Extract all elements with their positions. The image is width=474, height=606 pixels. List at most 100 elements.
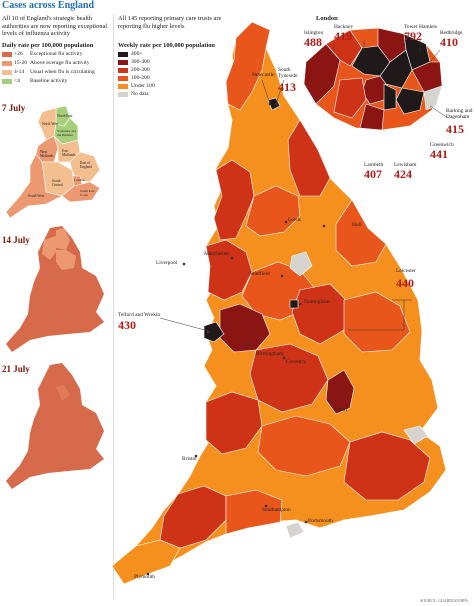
legend-swatch (118, 60, 128, 65)
city-dot (230, 256, 234, 260)
place-label: Liverpool (156, 260, 178, 266)
london-value: 410 (440, 35, 458, 49)
city-dot (328, 400, 332, 404)
legend-swatch (118, 76, 128, 81)
place-label: Leeds (288, 217, 301, 223)
place-label: Bristol (182, 456, 197, 462)
london-label: Islington (304, 30, 324, 36)
place-label: Newcastle (252, 72, 275, 78)
place-label: Plymouth (134, 574, 155, 580)
london-title: London (316, 15, 338, 22)
region-label: South Central (52, 179, 63, 187)
region-label: South West (28, 194, 45, 198)
place-value: 430 (118, 318, 136, 332)
city-dot (274, 102, 278, 106)
place-label: Nottingham (304, 299, 330, 305)
city-dot (284, 220, 288, 224)
region-label: East of England (80, 161, 92, 169)
source-note: SOURCE: GUARDIAN/HPA (420, 598, 468, 603)
place-label: Telford and Wrekin (118, 312, 161, 318)
map-date-label: 14 July (2, 235, 30, 245)
london-label: Barking and Dagenham (446, 108, 473, 120)
city-dot (146, 572, 150, 576)
leader-lines (159, 40, 449, 333)
place-value: 440 (396, 276, 414, 290)
london-value: 415 (446, 122, 464, 136)
map-date-label: 7 July (2, 103, 26, 113)
page-title: Cases across England (2, 0, 95, 11)
legend-swatch (2, 79, 12, 84)
region-label: South East Coast (80, 189, 95, 197)
london-label: Tower Hamlets (404, 24, 438, 30)
place-label: Manchester (204, 251, 230, 257)
city-dot (182, 262, 186, 266)
main-legend: 400+ 300-400 200-300 100-200 Under 100 N… (118, 51, 208, 102)
london-value: 441 (430, 147, 448, 161)
region-label: West Midlands (40, 150, 54, 158)
region-yorks-14 (56, 250, 76, 270)
city-dot (264, 504, 268, 508)
left-subheading: All 10 of England's strategic health aut… (2, 15, 108, 38)
city-dot (268, 102, 272, 106)
city-dot (280, 274, 284, 278)
place-value: 413 (278, 80, 296, 94)
region-north-east-14 (56, 228, 70, 250)
region-label: London (74, 178, 85, 182)
city-dot (194, 454, 198, 458)
london-value: 407 (364, 167, 382, 181)
mini-map-21-july (6, 363, 104, 489)
city-dot (246, 342, 250, 346)
mini-maps: 7 July 14 July 21 July North East North … (0, 96, 112, 606)
england-silhouette (6, 363, 104, 489)
region-south-west (5, 153, 63, 219)
left-legend-title: Daily rate per 100,000 population (2, 42, 94, 49)
region-south-east-coast (61, 181, 101, 203)
legend-swatch (118, 52, 128, 57)
legend-swatch (2, 70, 12, 75)
region-label: Yorkshire and the Humber (57, 129, 76, 137)
place-label: Leicester (396, 268, 416, 274)
region-label: North East (57, 114, 73, 118)
panel-divider (113, 14, 114, 599)
left-legend: +26 Exceptional flu activity 15-26 Above… (2, 51, 112, 91)
main-subheading: All 145 reporting primary care trusts ar… (118, 15, 222, 30)
legend-swatch (118, 92, 128, 97)
london-label: Redbridge (440, 30, 463, 36)
legend-swatch (2, 52, 12, 57)
legend-swatch (118, 68, 128, 73)
london-label: Lambeth (364, 162, 384, 168)
london-value: 424 (394, 167, 412, 181)
legend-swatch (2, 61, 12, 66)
city-dot (298, 302, 302, 306)
place-label: Birmingham (256, 351, 284, 357)
place-label: Sheffield (250, 271, 270, 277)
legend-swatch (118, 84, 128, 89)
london-value: 488 (304, 35, 322, 49)
london-value: 419 (334, 29, 352, 43)
region-east-of-england (69, 151, 101, 183)
place-label: Portsmouth (308, 518, 333, 524)
london-label: Hackney (334, 24, 354, 30)
mini-map-7-july (5, 105, 101, 219)
city-dot (206, 330, 210, 334)
place-label: Coventry (286, 359, 307, 365)
region-north-west-14 (42, 236, 56, 260)
london-label: Lewisham (394, 162, 417, 168)
place-dots (146, 102, 332, 576)
main-legend-title: Weekly rate per 100,000 population (118, 42, 215, 49)
place-label: South Tyneside (278, 67, 298, 79)
england-silhouette (6, 226, 104, 352)
london-inset (303, 27, 443, 131)
map-date-label: 21 July (2, 364, 30, 374)
mini-maps-svg (5, 105, 104, 489)
place-label: Luton (334, 407, 347, 413)
mini-map-14-july (6, 226, 104, 352)
place-label: Southampton (262, 507, 291, 513)
city-dot (322, 224, 326, 228)
london-value: 792 (404, 29, 422, 43)
region-label: North West (42, 122, 59, 126)
place-label: Hull (352, 222, 362, 228)
region-label: East Midlands (62, 149, 76, 157)
